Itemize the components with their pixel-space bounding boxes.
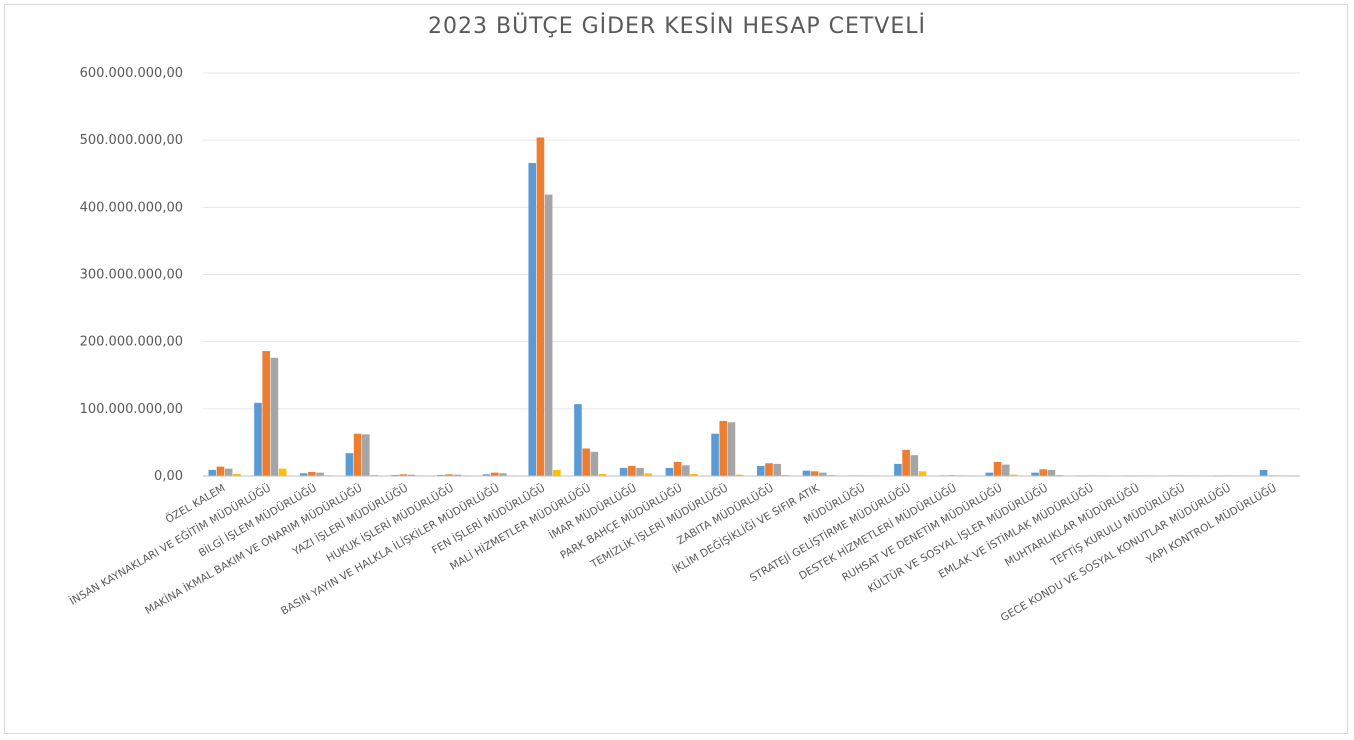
- bar: [918, 471, 927, 476]
- bar: [490, 472, 499, 476]
- bar: [1039, 469, 1048, 476]
- bar: [208, 469, 217, 476]
- y-tick-label: 100.000.000,00: [80, 402, 183, 417]
- gridlines: [203, 72, 1300, 410]
- bar: [1259, 469, 1268, 476]
- bar: [727, 422, 736, 476]
- bar: [756, 465, 765, 476]
- bar: [254, 402, 262, 476]
- bar: [711, 433, 719, 476]
- bar: [773, 463, 781, 476]
- bar: [681, 465, 690, 476]
- bar: [582, 448, 590, 476]
- bar: [1001, 464, 1010, 476]
- bars: [208, 137, 1292, 477]
- bar: [528, 163, 537, 476]
- bar: [1055, 474, 1064, 476]
- y-tick-label: 300.000.000,00: [80, 268, 183, 283]
- bar: [574, 404, 582, 476]
- bar: [902, 449, 910, 476]
- bar: [802, 470, 811, 476]
- bar: [894, 463, 902, 476]
- x-tick-label: İNSAN KAYNAKLARI VE EĞİTİM MÜDÜRLÜĞÜ: [67, 481, 273, 607]
- bar: [270, 357, 279, 476]
- bar: [598, 473, 607, 476]
- bar: [673, 461, 682, 476]
- bar: [810, 471, 819, 476]
- bar: [499, 473, 507, 476]
- chart-frame: [4, 4, 1348, 734]
- bar: [765, 463, 773, 476]
- bar: [362, 434, 370, 476]
- bar: [482, 474, 491, 476]
- chart-title: 2023 BÜTÇE GİDER KESİN HESAP CETVELİ: [428, 14, 926, 39]
- bar: [619, 467, 628, 476]
- bar: [553, 469, 561, 476]
- bar: [636, 467, 644, 476]
- bar: [719, 420, 728, 476]
- bar: [1031, 472, 1039, 476]
- bar: [993, 461, 1002, 476]
- bar: [399, 474, 408, 476]
- bar: [544, 194, 553, 477]
- y-tick-label: 600.000.000,00: [80, 66, 183, 81]
- bar: [690, 473, 698, 476]
- bar: [1047, 469, 1056, 476]
- y-tick-label: 200.000.000,00: [80, 335, 183, 350]
- y-tick-label: 500.000.000,00: [80, 133, 183, 148]
- bar: [437, 474, 445, 476]
- bar: [216, 466, 225, 476]
- y-tick-label: 400.000.000,00: [80, 200, 183, 215]
- bar: [644, 473, 653, 476]
- bar: [665, 467, 674, 476]
- bar: [628, 465, 636, 476]
- bar: [985, 472, 994, 476]
- bar: [316, 472, 324, 476]
- bar: [370, 474, 378, 476]
- bar: [278, 468, 287, 476]
- bar: [308, 471, 316, 476]
- bar: [224, 468, 233, 476]
- bar: [735, 474, 744, 476]
- bar: [353, 433, 362, 476]
- bar: [299, 473, 308, 476]
- bar: [445, 474, 453, 476]
- bar: [819, 472, 827, 476]
- y-axis: 0,00 100.000.000,00 200.000.000,00 300.000.…: [80, 66, 183, 484]
- bar: [536, 137, 545, 477]
- bar: [827, 474, 835, 476]
- bar: [1010, 474, 1018, 476]
- bar: [262, 351, 270, 476]
- bar: [781, 474, 790, 476]
- bar: [391, 474, 399, 476]
- bar: [345, 453, 354, 476]
- bar: [910, 455, 919, 476]
- bar: [407, 474, 416, 476]
- y-tick-label: 0,00: [154, 469, 183, 484]
- bar: [453, 474, 462, 476]
- bar: [590, 451, 599, 476]
- bar: [233, 473, 241, 476]
